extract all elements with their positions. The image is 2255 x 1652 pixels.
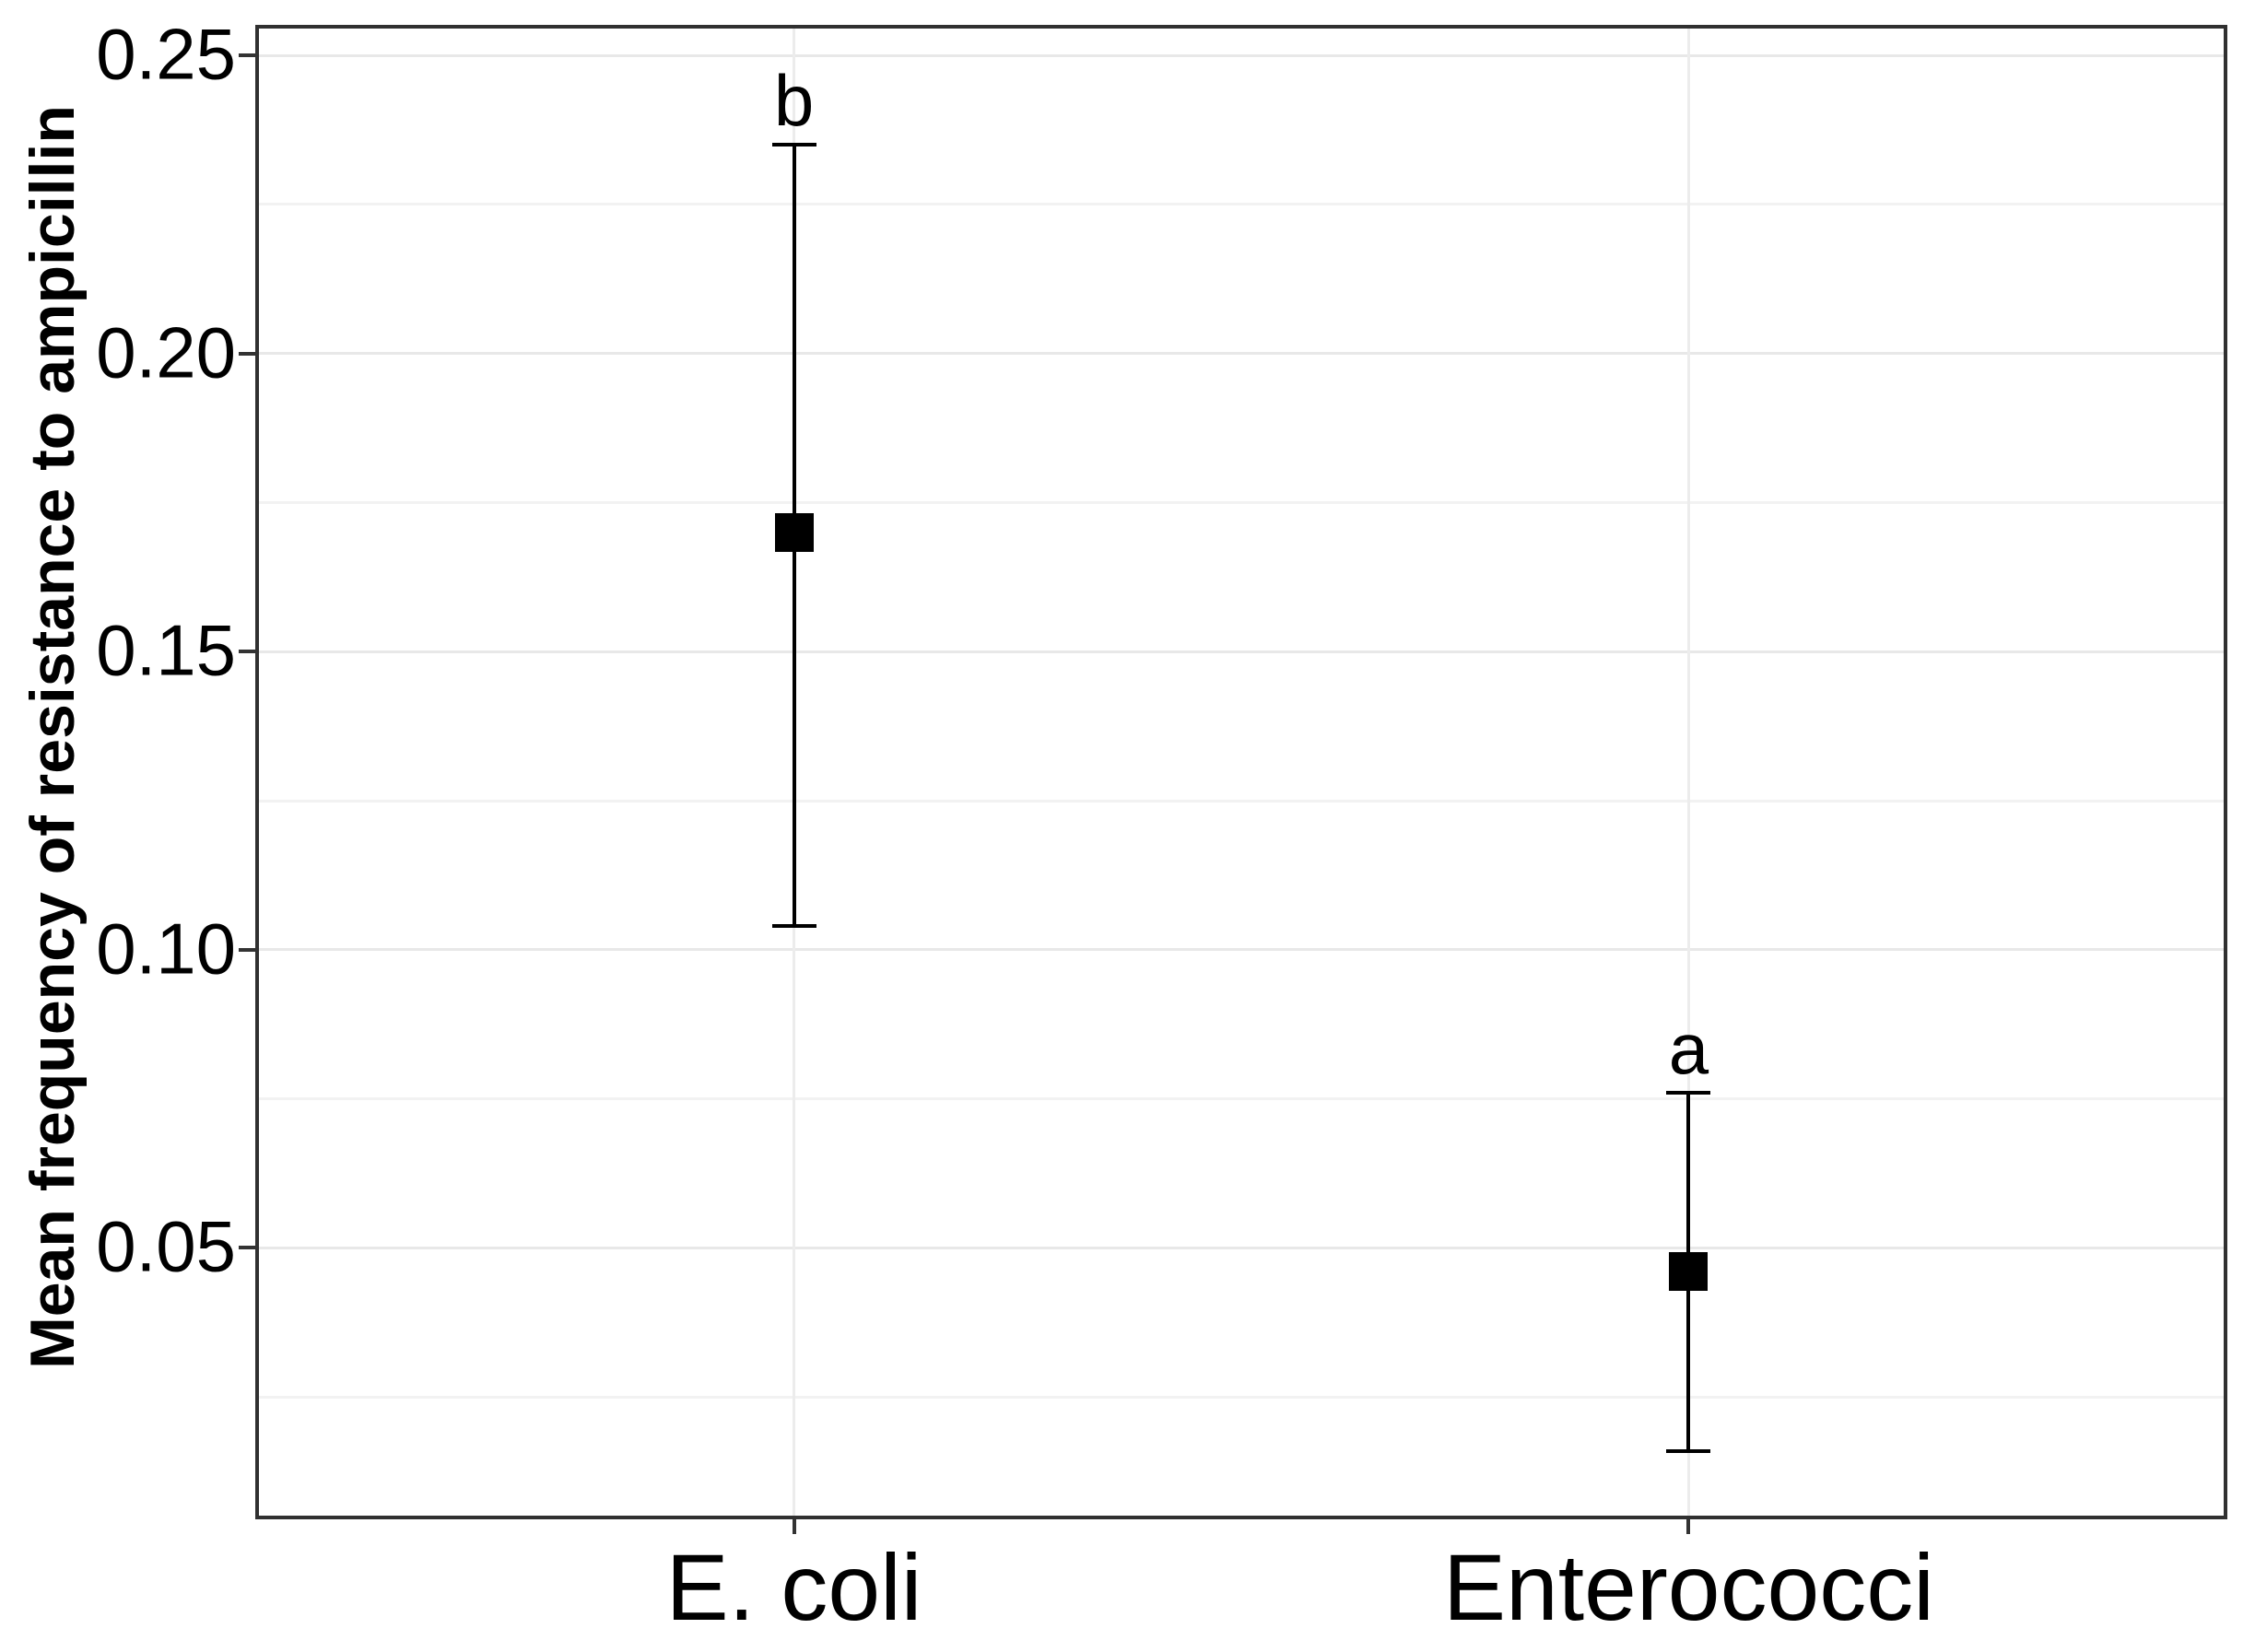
y-axis-title: Mean frequency of resistance to ampicill…	[18, 105, 88, 1369]
point-marker	[1669, 1252, 1709, 1292]
y-tick-label: 0.10	[96, 908, 236, 990]
x-axis-tick	[1686, 1519, 1691, 1534]
y-gridline-major	[259, 650, 2224, 653]
y-gridline-minor	[259, 203, 2224, 206]
y-axis-tick	[239, 650, 257, 654]
y-tick-label: 0.05	[96, 1205, 236, 1287]
x-category-label: Enterococci	[1442, 1535, 1934, 1640]
y-gridline-minor	[259, 799, 2224, 803]
y-axis-tick	[239, 351, 257, 356]
y-tick-label: 0.15	[96, 609, 236, 691]
y-gridline-minor	[259, 1395, 2224, 1399]
y-axis-tick	[239, 947, 257, 952]
y-axis-tick	[239, 53, 257, 58]
x-gridline-category	[1686, 29, 1690, 1516]
significance-letter: b	[773, 60, 815, 142]
error-bar-cap-top	[1666, 1091, 1711, 1095]
y-gridline-major	[259, 53, 2224, 57]
y-tick-label: 0.25	[96, 13, 236, 95]
x-axis-tick	[792, 1519, 796, 1534]
point-marker	[774, 512, 814, 552]
y-gridline-major	[259, 1246, 2224, 1249]
y-tick-label: 0.20	[96, 311, 236, 393]
y-gridline-minor	[259, 1097, 2224, 1101]
y-gridline-major	[259, 948, 2224, 952]
y-gridline-minor	[259, 500, 2224, 504]
y-gridline-major	[259, 352, 2224, 356]
error-bar-cap-top	[771, 143, 816, 147]
x-category-label: E. coli	[665, 1535, 922, 1640]
y-axis-tick	[239, 1246, 257, 1250]
significance-letter: a	[1668, 1008, 1709, 1090]
error-bar-cap-bottom	[1666, 1448, 1711, 1453]
error-bar-cap-bottom	[771, 923, 816, 928]
